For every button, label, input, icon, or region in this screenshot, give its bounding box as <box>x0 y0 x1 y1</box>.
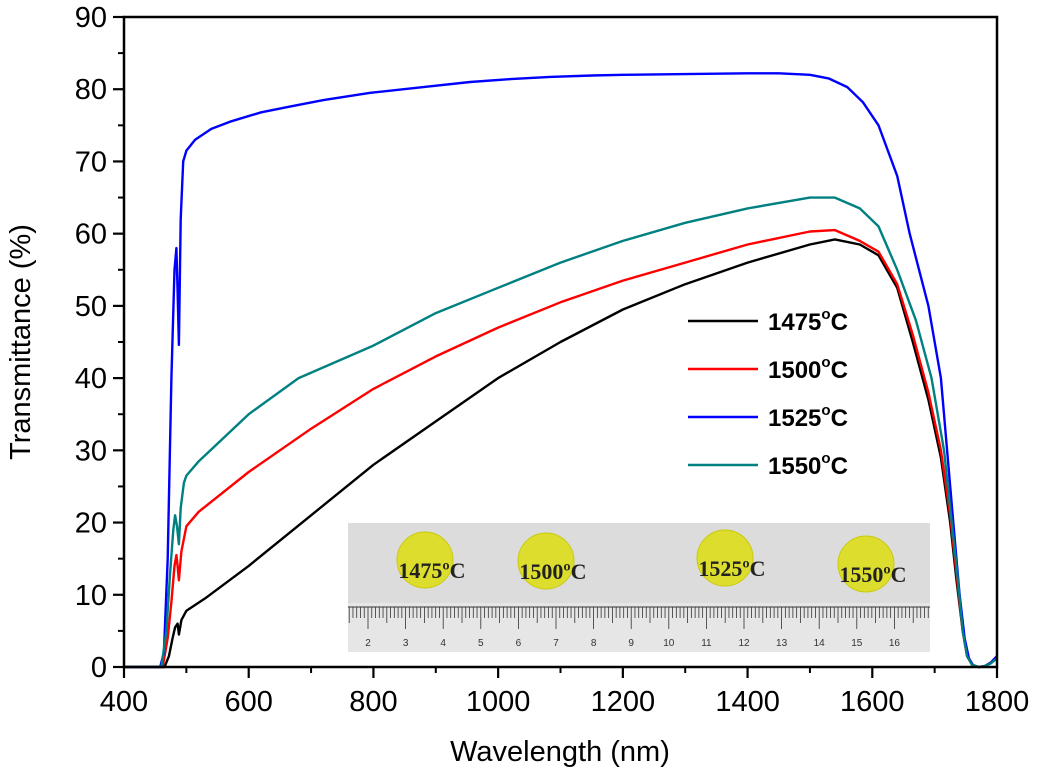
ruler-number: 12 <box>738 638 750 649</box>
y-tick-label: 30 <box>75 435 107 467</box>
sample-disc <box>517 532 575 590</box>
x-tick-label: 1000 <box>466 686 531 718</box>
ruler-number: 16 <box>889 638 901 649</box>
ruler-number: 13 <box>776 638 788 649</box>
x-axis-title: Wavelength (nm) <box>450 736 670 768</box>
ruler-number: 7 <box>553 638 559 649</box>
legend-label-1500: 1500oC <box>768 354 848 384</box>
y-tick-label: 50 <box>75 291 107 323</box>
legend-label-1475: 1475oC <box>768 306 848 336</box>
y-tick-label: 20 <box>75 508 107 540</box>
x-tick-label: 1400 <box>715 686 780 718</box>
sample-disc <box>696 529 754 587</box>
ruler-number: 4 <box>440 638 446 649</box>
sample-label: 1500ºC <box>519 559 586 584</box>
y-tick-label: 10 <box>75 580 107 612</box>
ruler-number: 5 <box>478 638 484 649</box>
ruler-number: 11 <box>701 638 712 649</box>
y-tick-label: 40 <box>75 363 107 395</box>
y-tick-label: 0 <box>91 652 107 684</box>
ruler-number: 15 <box>851 638 863 649</box>
ruler-number: 8 <box>591 638 597 649</box>
y-tick-label: 70 <box>75 146 107 178</box>
sample-disc <box>396 531 454 589</box>
x-tick-label: 1200 <box>591 686 656 718</box>
series-layer <box>124 72 998 669</box>
sample-disc <box>837 535 895 593</box>
sample-label: 1550ºC <box>839 562 906 587</box>
ruler-number: 14 <box>814 638 826 649</box>
sample-label: 1525ºC <box>698 556 765 581</box>
sample-label: 1475ºC <box>398 558 465 583</box>
legend-label-1550: 1550oC <box>768 450 848 480</box>
ruler-number: 9 <box>628 638 634 649</box>
inset-photo: 2 3 4 5 6 7 8 9 10 11 12 13 14 15 16 1475ºC 1500ºC 1525ºC… <box>348 523 930 652</box>
y-axis-title: Transmittance (%) <box>5 224 37 460</box>
legend: 1475oC 1500oC 1525oC 1550oC <box>688 306 848 480</box>
ruler-number: 2 <box>365 638 371 649</box>
x-tick-label: 400 <box>100 686 148 718</box>
ruler-number: 6 <box>516 638 522 649</box>
y-tick-label: 80 <box>75 74 107 106</box>
x-tick-label: 600 <box>225 686 273 718</box>
ruler-number: 3 <box>403 638 409 649</box>
x-tick-label: 1800 <box>965 686 1030 718</box>
ruler-number: 10 <box>663 638 675 649</box>
series-line-1550 <box>124 196 998 669</box>
x-tick-label: 800 <box>349 686 397 718</box>
legend-label-1525: 1525oC <box>768 402 848 432</box>
ticks: 400 600 800 1000 1200 1400 1600 1800 0 10 20 30 40 50… <box>75 2 1030 718</box>
y-tick-label: 90 <box>75 2 107 34</box>
x-tick-label: 1600 <box>840 686 905 718</box>
y-tick-label: 60 <box>75 219 107 251</box>
